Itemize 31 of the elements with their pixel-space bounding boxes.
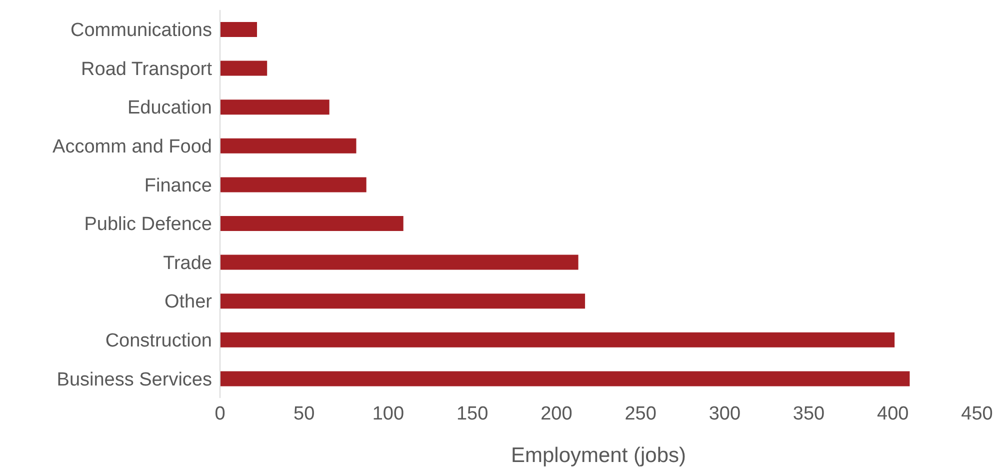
x-axis-title: Employment (jobs)	[510, 444, 686, 467]
x-tick-label: 450	[961, 403, 993, 424]
x-tick-label: 300	[708, 403, 741, 424]
y-tick-label: Trade	[163, 252, 212, 274]
bar	[220, 138, 356, 154]
bar	[220, 177, 366, 192]
bar	[220, 254, 578, 270]
y-tick-label: Education	[127, 98, 212, 119]
y-tick-label: Public Defence	[84, 214, 212, 236]
bar	[220, 216, 404, 231]
x-tick-label: 0	[214, 403, 226, 424]
x-tick-label: 100	[372, 403, 404, 424]
y-tick-label: Road Transport	[81, 58, 213, 80]
bar	[220, 294, 586, 309]
y-tick-label: Accomm and Food	[52, 136, 212, 158]
y-tick-label: Other	[164, 292, 213, 313]
bar	[220, 100, 330, 115]
x-tick-label: 400	[877, 403, 909, 424]
y-tick-label: Communications	[70, 20, 212, 42]
bar	[220, 332, 895, 348]
x-tick-label: 250	[624, 403, 656, 424]
y-tick-label: Business Services	[56, 369, 212, 390]
x-tick-label: 150	[456, 403, 488, 424]
x-tick-label: 200	[540, 403, 572, 424]
bar	[220, 22, 258, 37]
bar	[220, 371, 910, 386]
y-tick-label: Finance	[144, 175, 212, 196]
bar	[220, 60, 268, 76]
y-tick-label: Construction	[105, 330, 212, 352]
x-tick-label: 350	[792, 403, 825, 424]
x-tick-label: 50	[294, 403, 315, 424]
